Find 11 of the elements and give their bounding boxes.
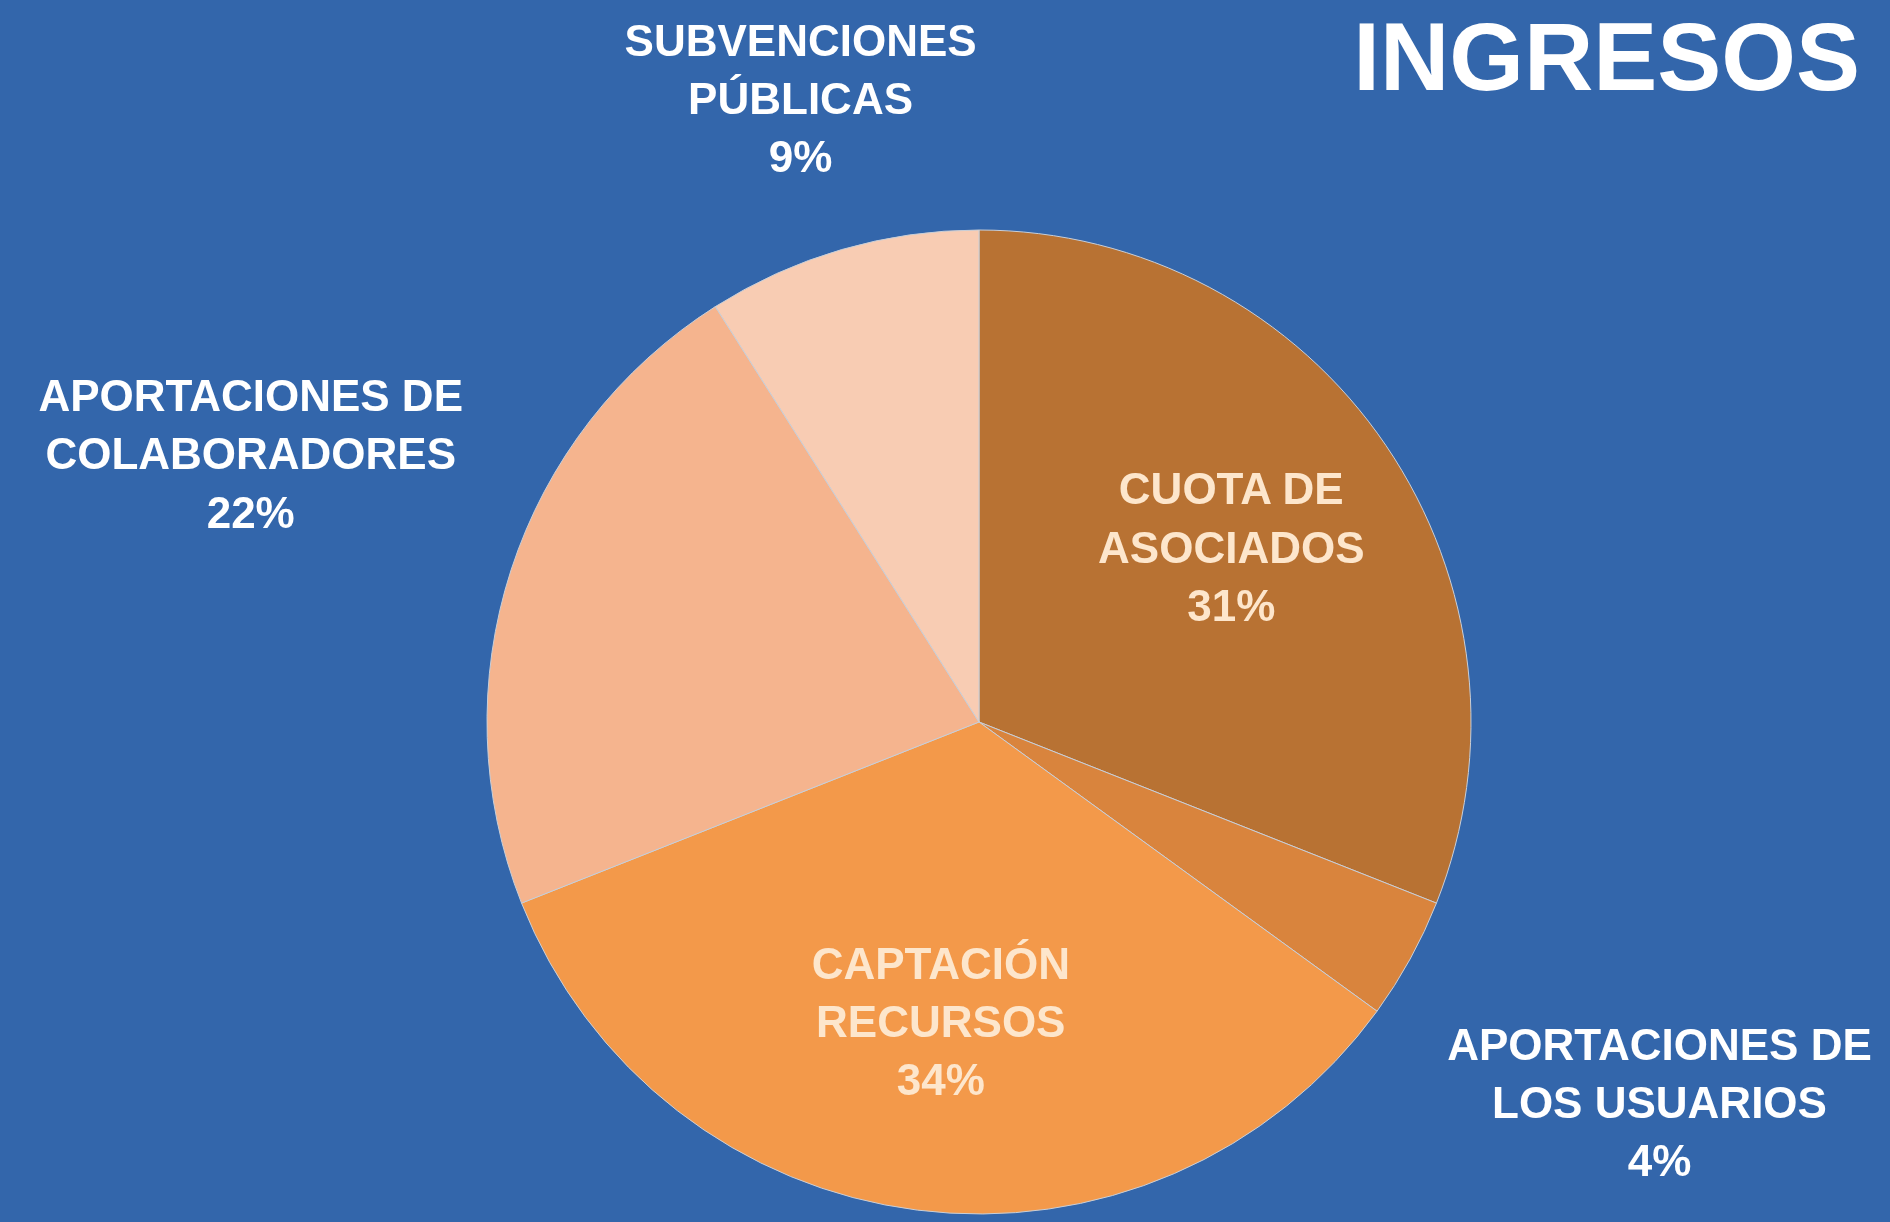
data-label: 22%: [206, 487, 295, 537]
data-label: 31%: [1187, 580, 1276, 630]
slice-label: CUOTA DE ASOCIADOS: [1098, 464, 1365, 572]
slice-label: SUBVENCIONES PÚBLICAS: [624, 15, 977, 123]
slice-label: CAPTACIÓN RECURSOS: [811, 938, 1070, 1046]
slice-label: APORTACIONES DE COLABORADORES: [38, 371, 463, 479]
data-label: 9%: [768, 131, 833, 181]
slice-label: APORTACIONES DE LOS USUARIOS: [1447, 1019, 1872, 1127]
data-label: 34%: [896, 1054, 985, 1104]
data-label: 4%: [1627, 1135, 1692, 1185]
chart-title: INGRESOS: [1353, 3, 1860, 110]
